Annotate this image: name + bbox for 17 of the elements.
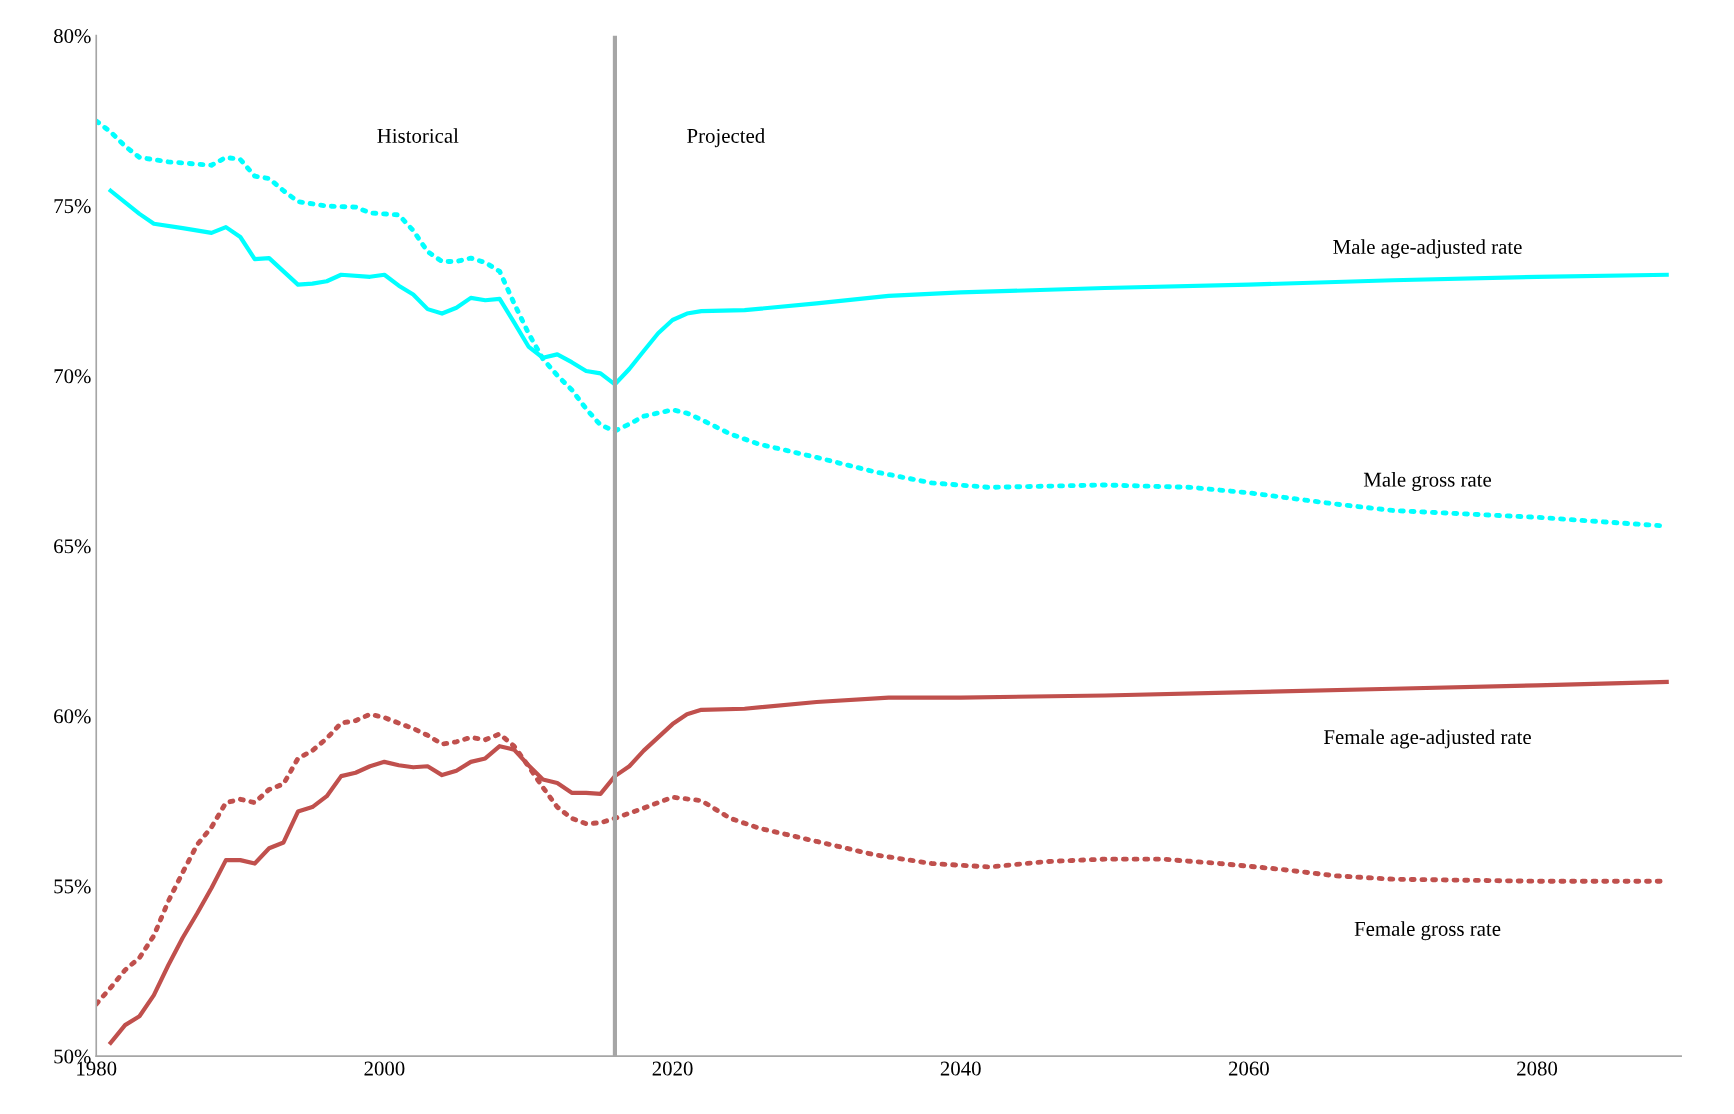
- x-tick-label: 2020: [652, 1061, 693, 1076]
- series-label: Male age-adjusted rate: [1333, 239, 1522, 259]
- y-tick-label: 65%: [54, 539, 91, 554]
- x-tick-label: 2080: [1517, 1061, 1558, 1076]
- y-tick-label: 70%: [54, 369, 91, 384]
- y-tick-label: 60%: [54, 709, 91, 724]
- annotation: Projected: [687, 128, 765, 148]
- y-tick-label: 80%: [53, 29, 91, 44]
- x-tick-label: 2000: [364, 1061, 405, 1076]
- annotation: Historical: [377, 128, 459, 143]
- series-label: Male gross rate: [1363, 472, 1492, 491]
- x-tick-label: 2040: [940, 1061, 981, 1076]
- series-label: Female gross rate: [1354, 921, 1501, 941]
- y-tick-label: 55%: [54, 879, 91, 894]
- series-label: Female age-adjusted rate: [1324, 729, 1531, 749]
- y-tick-label: 75%: [54, 199, 91, 214]
- x-tick-label: 2060: [1228, 1061, 1269, 1076]
